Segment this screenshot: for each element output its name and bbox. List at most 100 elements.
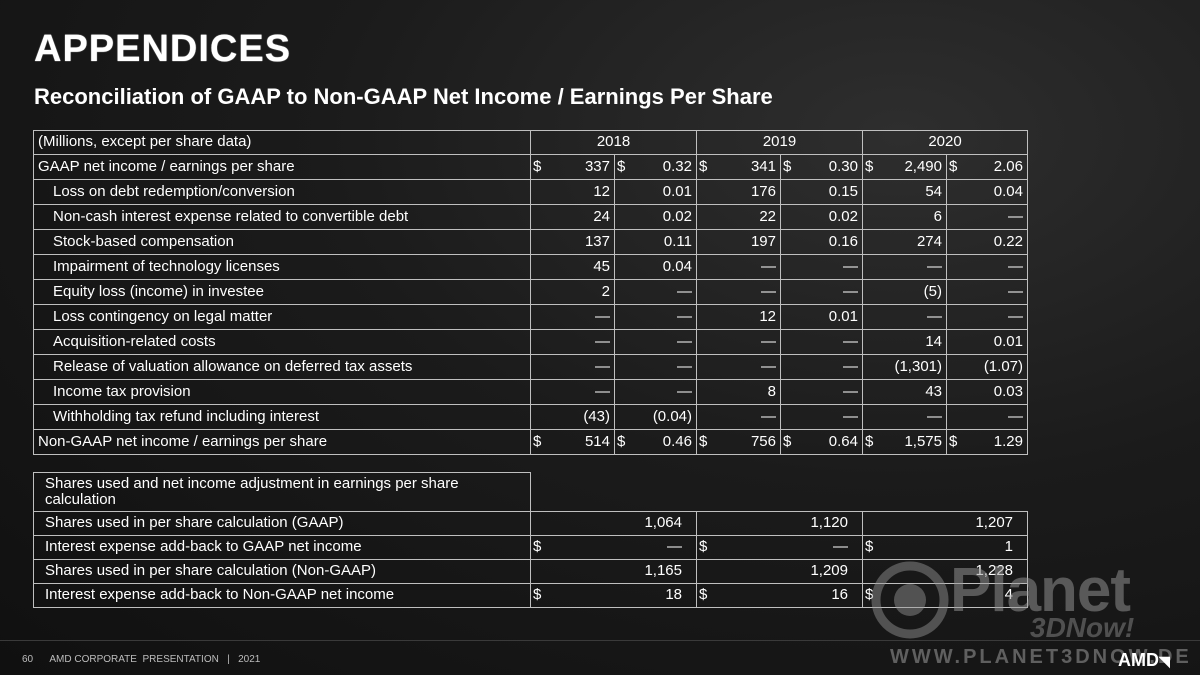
value-text: —	[677, 307, 692, 325]
value-text: —	[833, 538, 848, 556]
table-row: Non-GAAP net income / earnings per share…	[33, 429, 1028, 455]
table-row: Income tax provision — — 8 — 43 0.03	[33, 379, 1028, 405]
value-text: 1,165	[644, 562, 682, 580]
value-cell: $4	[861, 583, 1029, 608]
watermark-url: WWW.PLANET3DNOW.DE	[890, 646, 1192, 668]
value-cell: 0.11	[614, 229, 697, 255]
currency-symbol: $	[699, 586, 708, 604]
footer-divider	[0, 640, 1200, 641]
value-text: 176	[750, 182, 776, 200]
row-label: Non-cash interest expense related to con…	[33, 204, 531, 230]
row-label: Release of valuation allowance on deferr…	[33, 354, 531, 380]
value-cell: 24	[530, 204, 615, 230]
currency-symbol: $	[617, 432, 626, 450]
table-row: Acquisition-related costs — — — — 14 0.01	[33, 329, 1028, 355]
value-text: 341	[750, 157, 776, 175]
value-cell: $0.30	[780, 154, 863, 180]
value-cell: —	[530, 304, 615, 330]
currency-symbol: $	[949, 432, 958, 450]
currency-symbol: $	[533, 432, 542, 450]
value-cell: 54	[862, 179, 947, 205]
shares-table: Shares used and net income adjustment in…	[33, 472, 1029, 608]
row-label: Income tax provision	[33, 379, 531, 405]
value-text: 2	[601, 282, 610, 300]
value-text: 14	[925, 332, 942, 350]
value-text: 1,575	[904, 432, 942, 450]
amd-logo: AMD◥	[1118, 650, 1170, 671]
value-text: 43	[925, 382, 942, 400]
table-row: Interest expense add-back to GAAP net in…	[33, 535, 1029, 560]
shares-title-row: Shares used and net income adjustment in…	[33, 472, 1028, 512]
value-text: —	[1008, 307, 1023, 325]
value-cell: —	[780, 254, 863, 280]
value-text: 197	[750, 232, 776, 250]
value-text: —	[677, 332, 692, 350]
currency-symbol: $	[533, 157, 542, 175]
value-text: 1	[1004, 538, 1014, 556]
header-year: 2018	[530, 130, 697, 155]
value-text: 22	[759, 207, 776, 225]
value-text: —	[595, 332, 610, 350]
value-cell: 2	[530, 279, 615, 305]
value-text: —	[595, 382, 610, 400]
value-text: (1,301)	[894, 357, 942, 375]
value-cell: 1,064	[530, 511, 697, 536]
currency-symbol: $	[699, 432, 708, 450]
value-cell: $18	[530, 583, 697, 608]
value-text: 0.01	[662, 182, 692, 200]
currency-symbol: $	[865, 538, 874, 556]
value-text: —	[677, 282, 692, 300]
value-text: —	[843, 407, 858, 425]
value-text: 0.16	[828, 232, 858, 250]
value-text: 0.30	[828, 157, 858, 175]
value-cell: $337	[530, 154, 615, 180]
value-cell: 0.04	[946, 179, 1028, 205]
value-cell: 137	[530, 229, 615, 255]
value-cell: 197	[696, 229, 781, 255]
value-text: —	[1008, 407, 1023, 425]
value-text: 54	[925, 182, 942, 200]
value-cell: —	[946, 204, 1028, 230]
value-cell: —	[946, 254, 1028, 280]
row-label: GAAP net income / earnings per share	[33, 154, 531, 180]
value-text: —	[677, 357, 692, 375]
value-text: 0.15	[828, 182, 858, 200]
value-cell: 14	[862, 329, 947, 355]
currency-symbol: $	[533, 586, 542, 604]
value-cell: $ —	[530, 535, 697, 560]
table-row: Non-cash interest expense related to con…	[33, 204, 1028, 230]
value-text: 0.02	[828, 207, 858, 225]
value-cell: 0.01	[780, 304, 863, 330]
value-text: 1,064	[644, 514, 682, 532]
value-cell: $1,575	[862, 429, 947, 455]
value-text: —	[843, 332, 858, 350]
table-row: Loss contingency on legal matter — — 12 0.01…	[33, 304, 1028, 330]
value-cell: 1,120	[696, 511, 863, 536]
value-text: —	[761, 407, 776, 425]
value-cell: 1,228	[861, 559, 1029, 584]
value-text: —	[761, 332, 776, 350]
value-cell: $0.32	[614, 154, 697, 180]
value-text: —	[761, 257, 776, 275]
row-label: Impairment of technology licenses	[33, 254, 531, 280]
value-text: 8	[767, 382, 776, 400]
value-cell: —	[696, 254, 781, 280]
value-text: 0.02	[662, 207, 692, 225]
value-cell: 0.22	[946, 229, 1028, 255]
value-text: 1,228	[975, 562, 1014, 580]
value-cell: (1.07)	[946, 354, 1028, 380]
row-label: Shares used in per share calculation (GA…	[33, 511, 531, 536]
value-text: 12	[759, 307, 776, 325]
value-text: 0.01	[828, 307, 858, 325]
currency-symbol: $	[617, 157, 626, 175]
value-cell: —	[780, 354, 863, 380]
shares-title: Shares used and net income adjustment in…	[33, 472, 531, 512]
row-label: Stock-based compensation	[33, 229, 531, 255]
value-cell: $514	[530, 429, 615, 455]
value-cell: 0.15	[780, 179, 863, 205]
value-text: —	[843, 257, 858, 275]
value-cell: —	[946, 279, 1028, 305]
value-text: —	[843, 282, 858, 300]
value-text: (5)	[923, 282, 942, 300]
value-text: 0.03	[993, 382, 1023, 400]
